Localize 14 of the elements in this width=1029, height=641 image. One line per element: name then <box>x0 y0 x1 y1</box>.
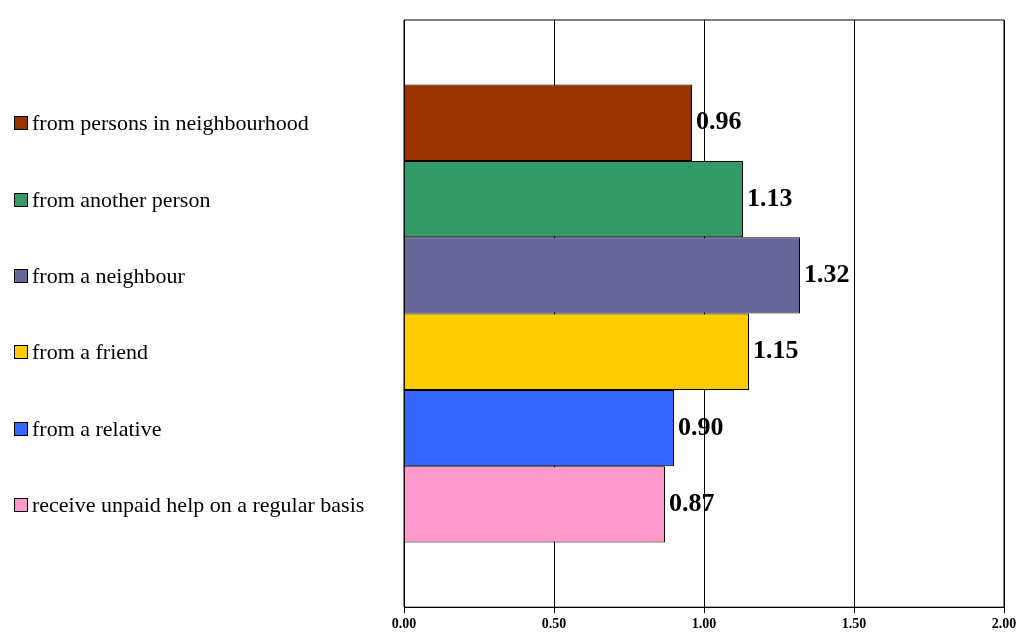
legend-label: from a neighbour <box>32 262 185 288</box>
legend-label: from a friend <box>32 339 149 365</box>
data-label: 1.32 <box>804 259 850 289</box>
data-label: 1.13 <box>747 182 793 212</box>
legend-label: from persons in neighbourhood <box>32 110 309 136</box>
x-tick-label: 0.00 <box>391 616 417 632</box>
legend-label: from a relative <box>32 415 162 441</box>
data-label: 1.15 <box>753 335 799 365</box>
x-tick-label: 1.00 <box>691 616 717 632</box>
legend-label: receive unpaid help on a regular basis <box>32 491 365 517</box>
legend-label: from another person <box>32 186 211 212</box>
x-tick-label: 2.00 <box>991 616 1017 632</box>
x-tick-label: 1.50 <box>841 616 867 632</box>
x-tick-label: 0.50 <box>541 616 567 632</box>
